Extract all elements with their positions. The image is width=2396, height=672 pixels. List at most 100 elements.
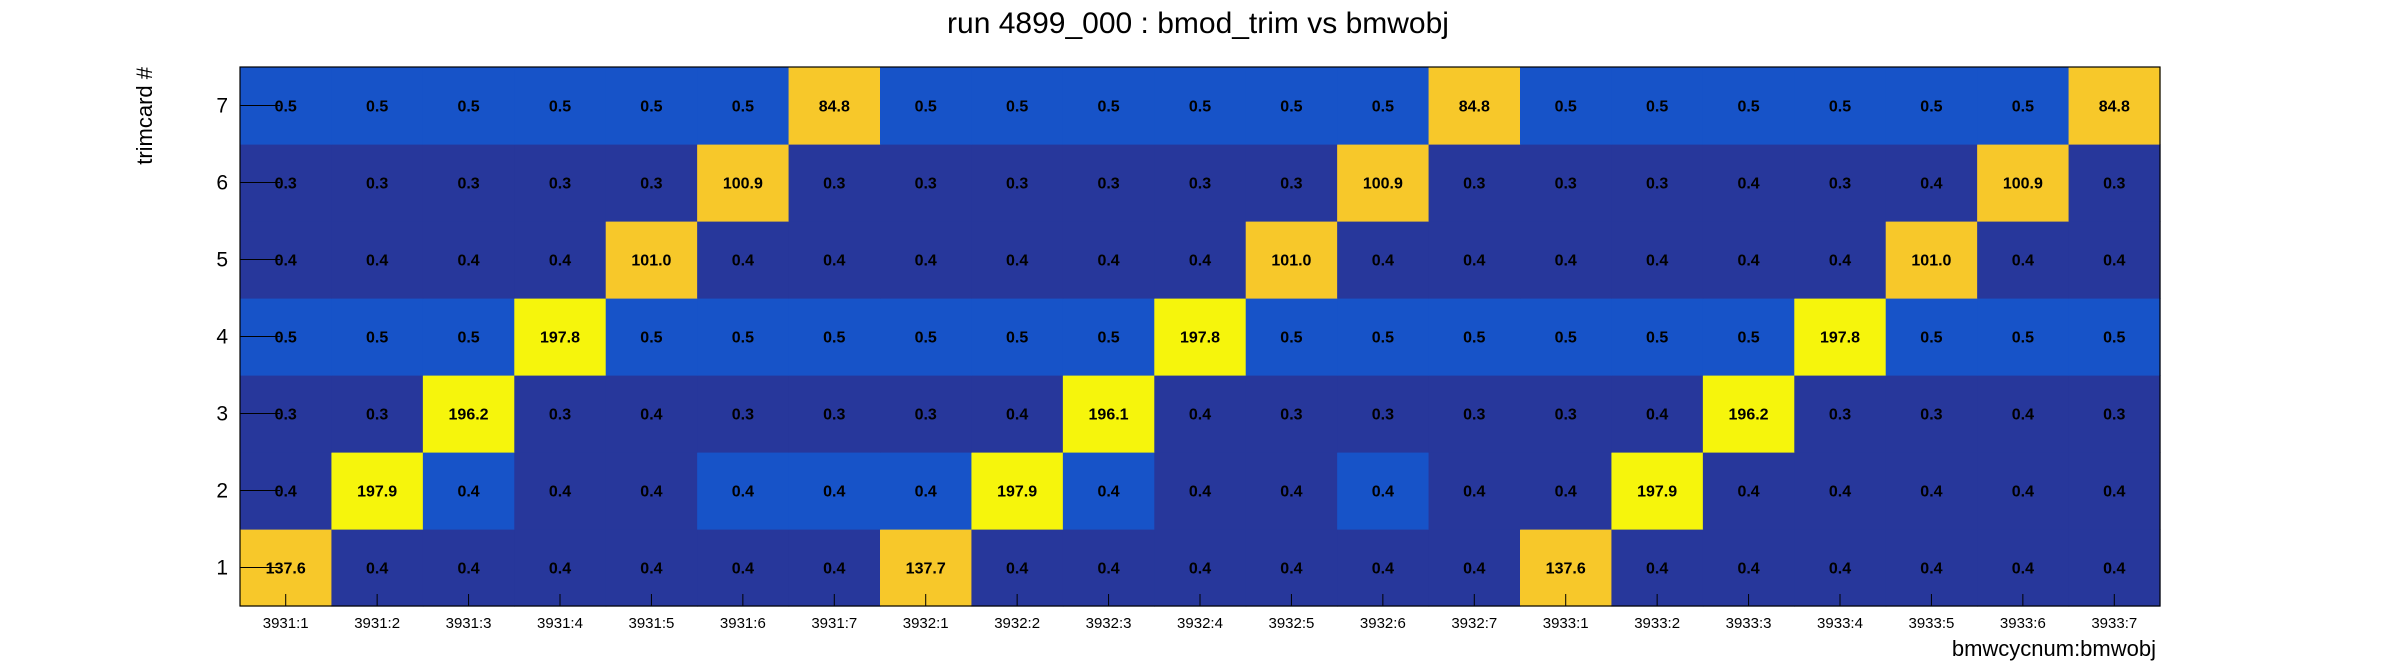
cell-value-label: 0.4 — [1097, 561, 1119, 578]
heatmap-cell — [1245, 144, 1338, 222]
heatmap-cell — [697, 452, 790, 530]
heatmap-cell — [422, 144, 515, 222]
heatmap-cell — [697, 298, 790, 376]
heatmap-cell — [1520, 144, 1613, 222]
heatmap-cell — [697, 221, 790, 299]
cell-value-label: 0.5 — [915, 99, 937, 116]
cell-value-label: 137.6 — [266, 561, 306, 578]
heatmap-cell — [1062, 67, 1155, 145]
cell-value-label: 0.4 — [2012, 253, 2034, 270]
cell-value-label: 101.0 — [1911, 253, 1951, 270]
cell-value-label: 0.3 — [366, 176, 388, 193]
heatmap-cell — [1885, 144, 1978, 222]
heatmap-cell — [1245, 452, 1338, 530]
heatmap-cell — [1520, 221, 1613, 299]
cell-value-label: 0.4 — [732, 253, 754, 270]
heatmap-cell — [514, 221, 607, 299]
x-tick-label: 3931:2 — [354, 615, 400, 632]
chart-title: run 4899_000 : bmod_trim vs bmwobj — [947, 7, 1449, 40]
x-tick-label: 3933:2 — [1634, 615, 1680, 632]
heatmap-cell — [788, 298, 881, 376]
heatmap-cell — [1154, 144, 1247, 222]
heatmap-cell — [1611, 221, 1704, 299]
heatmap-cell — [1611, 67, 1704, 145]
heatmap-cell — [422, 298, 515, 376]
heatmap-cell — [1428, 67, 1521, 145]
heatmap-cell — [788, 221, 881, 299]
cell-value-label: 0.4 — [1463, 561, 1485, 578]
heatmap-cell — [514, 529, 607, 607]
heatmap-cell — [880, 221, 973, 299]
heatmap-cell — [1794, 529, 1887, 607]
cell-value-label: 0.4 — [1372, 484, 1394, 501]
cell-value-label: 0.3 — [2103, 407, 2125, 424]
cell-value-label: 0.5 — [1646, 330, 1668, 347]
cell-value-label: 0.4 — [1189, 484, 1211, 501]
cell-value-label: 196.1 — [1089, 407, 1129, 424]
cell-value-label: 197.8 — [540, 330, 580, 347]
cell-value-label: 0.4 — [1006, 253, 1028, 270]
cell-value-label: 196.2 — [1729, 407, 1769, 424]
cell-value-label: 0.3 — [1555, 176, 1577, 193]
cell-value-label: 0.3 — [732, 407, 754, 424]
cell-value-label: 0.4 — [1463, 253, 1485, 270]
cell-value-label: 0.4 — [549, 253, 571, 270]
heatmap-cell — [1062, 375, 1155, 453]
heatmap-cell — [422, 452, 515, 530]
cell-value-label: 0.3 — [275, 176, 297, 193]
heatmap-cell — [1885, 452, 1978, 530]
x-tick-label: 3933:7 — [2091, 615, 2137, 632]
x-axis-ticks: 3931:1 3931:2 3931:3 3931:4 3931:5 3931:6 3931… — [263, 594, 2137, 632]
cell-value-label: 0.3 — [1646, 176, 1668, 193]
cell-value-label: 0.4 — [1737, 561, 1759, 578]
cell-value-label: 0.5 — [915, 330, 937, 347]
heatmap-cell — [1428, 375, 1521, 453]
cell-value-label: 0.3 — [275, 407, 297, 424]
cell-value-label: 0.5 — [1097, 330, 1119, 347]
heatmap-cell — [2068, 529, 2161, 607]
heatmap-cell — [1520, 529, 1613, 607]
cell-value-label: 0.5 — [1006, 330, 1028, 347]
heatmap-cell — [697, 144, 790, 222]
cell-value-label: 0.4 — [1646, 561, 1668, 578]
heatmap-cell — [1611, 298, 1704, 376]
cell-value-label: 0.5 — [1737, 330, 1759, 347]
x-tick-label: 3932:7 — [1451, 615, 1497, 632]
cell-value-label: 0.3 — [823, 407, 845, 424]
cell-value-label: 197.9 — [1637, 484, 1677, 501]
heatmap-cell — [1885, 67, 1978, 145]
heatmap-cell — [971, 67, 1064, 145]
heatmap-cell — [1977, 67, 2070, 145]
heatmap-cell — [1154, 298, 1247, 376]
cell-value-label: 0.3 — [1097, 176, 1119, 193]
heatmap-cell — [1337, 529, 1430, 607]
heatmap-cell — [1794, 67, 1887, 145]
heatmap-cell — [605, 144, 698, 222]
cell-value-label: 0.5 — [1372, 330, 1394, 347]
heatmap-cell — [1520, 67, 1613, 145]
heatmap-cell — [1428, 221, 1521, 299]
cell-value-label: 0.3 — [366, 407, 388, 424]
heatmap-cell — [1154, 221, 1247, 299]
heatmap-cell — [1337, 375, 1430, 453]
cell-value-label: 0.4 — [366, 253, 388, 270]
heatmap-cell — [331, 67, 424, 145]
cell-value-label: 0.4 — [1097, 253, 1119, 270]
cell-value-label: 0.4 — [1006, 407, 1028, 424]
heatmap-cell — [788, 67, 881, 145]
heatmap-cell — [1885, 375, 1978, 453]
heatmap-cell — [971, 375, 1064, 453]
cell-value-label: 0.5 — [1189, 99, 1211, 116]
heatmap-cell — [514, 144, 607, 222]
cell-value-label: 0.3 — [1280, 176, 1302, 193]
y-tick-label: 4 — [216, 326, 228, 349]
heatmap-cell — [971, 144, 1064, 222]
cell-value-label: 0.4 — [1646, 253, 1668, 270]
heatmap-cell — [880, 375, 973, 453]
heatmap-cell-labels: 137.6 0.4 0.4 0.4 0.4 0.4 0.4 137.7 0.4 0.4 0.4 0.4… — [266, 99, 2130, 578]
x-tick-label: 3932:4 — [1177, 615, 1223, 632]
cell-value-label: 0.5 — [2012, 99, 2034, 116]
heatmap-cell — [2068, 375, 2161, 453]
cell-value-label: 0.4 — [1280, 484, 1302, 501]
cell-value-label: 0.5 — [1920, 99, 1942, 116]
